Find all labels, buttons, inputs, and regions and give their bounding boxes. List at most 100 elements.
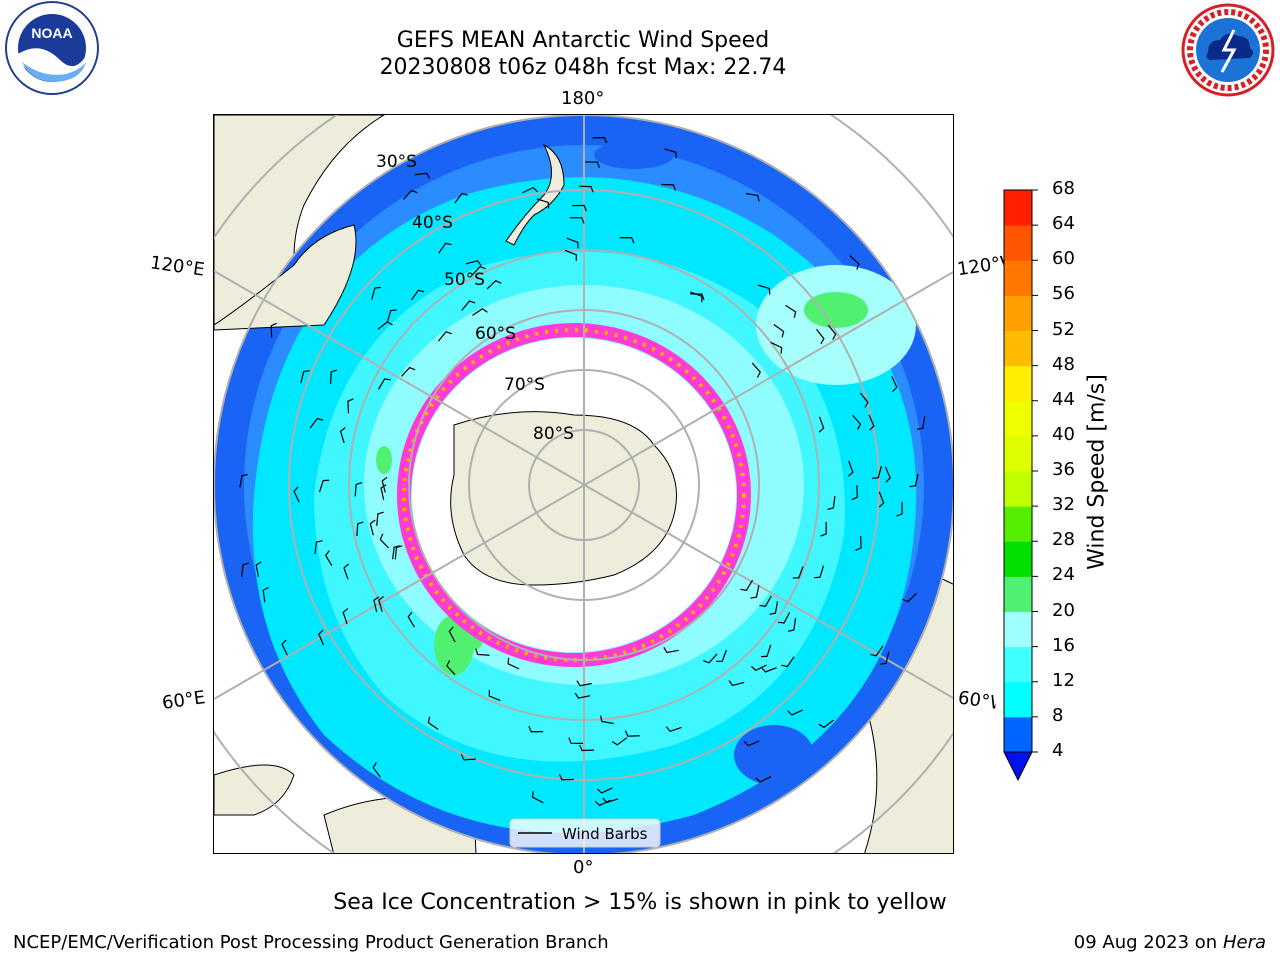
colorbar-tick-label: 4 <box>1052 740 1064 761</box>
wind-barb <box>379 533 390 549</box>
graticule <box>214 115 953 853</box>
noaa-logo: NOAA <box>5 1 99 95</box>
wind-barb <box>356 521 364 536</box>
wind-barb <box>690 291 703 303</box>
wind-barb <box>371 286 381 300</box>
lat-label-30s: 30°S <box>376 152 417 172</box>
wind-barb <box>239 473 248 488</box>
colorbar-segment <box>1004 400 1032 437</box>
wind-barb <box>787 617 797 632</box>
wind-barb <box>373 596 380 613</box>
colorbar-tick-label: 60 <box>1052 248 1075 270</box>
wind-barb <box>255 561 262 577</box>
wind-barb <box>579 744 595 752</box>
wind-barb <box>522 186 539 194</box>
wind-barb <box>378 596 384 612</box>
wind-barb <box>461 300 476 311</box>
colorbar-segment <box>1004 365 1032 402</box>
wind-barb <box>318 479 330 493</box>
colorbar-segment <box>1004 646 1032 683</box>
lon-label-120e: 120°E <box>148 252 206 281</box>
wind-barb <box>293 486 300 503</box>
colorbar-segment <box>1004 681 1032 718</box>
credit-text: NCEP/EMC/Verification Post Processing Pr… <box>13 932 609 953</box>
colorbar-tick-label: 32 <box>1052 494 1075 516</box>
wind-barb <box>916 416 926 431</box>
wind-barb <box>757 284 771 295</box>
wind-barb <box>318 629 325 646</box>
wind-barb <box>592 137 608 144</box>
wind-barb <box>386 309 397 323</box>
wind-barb <box>751 362 761 378</box>
wind-barb <box>827 324 837 340</box>
wind-barb <box>392 545 401 560</box>
wind-barb <box>884 466 891 483</box>
polar-map: Wind Barbs <box>214 115 953 853</box>
wind-barb <box>300 370 310 384</box>
australia <box>214 224 357 331</box>
wind-barb <box>755 776 772 783</box>
lon-label-60w: 60°W <box>956 687 998 714</box>
wind-barb <box>665 726 682 733</box>
antarctica <box>450 411 677 586</box>
wind-barb <box>465 260 482 267</box>
wind-barb <box>324 550 333 566</box>
wind-barb <box>309 417 324 429</box>
wind-barb <box>619 237 635 244</box>
wind-barb <box>241 562 250 577</box>
wind-barb <box>454 192 468 204</box>
colorbar-segment <box>1004 611 1032 648</box>
wind-barb <box>848 460 854 477</box>
wind-barb <box>579 185 594 193</box>
wind-barb <box>785 304 797 318</box>
wind-barb <box>446 660 456 676</box>
wind-barb <box>716 649 728 662</box>
wind-barb <box>378 378 391 390</box>
wind-barb <box>602 797 619 804</box>
wind-barb <box>770 341 783 354</box>
wind-barbs <box>239 137 926 807</box>
colorbar-tick-label: 52 <box>1052 318 1075 340</box>
wind-barb <box>870 645 884 657</box>
lon-label-180: 180° <box>561 88 605 109</box>
wind-barb <box>769 601 779 615</box>
wind-barb <box>486 280 502 290</box>
wind-barb <box>777 612 791 624</box>
colorbar-segment <box>1004 190 1032 226</box>
wind-barb <box>403 189 418 200</box>
wind-barb <box>531 791 544 804</box>
wind-barb <box>401 366 416 377</box>
wind-barb <box>600 715 614 725</box>
wind-barb <box>342 608 349 624</box>
wind-barb <box>585 161 600 168</box>
wind-barb <box>448 626 456 643</box>
colorbar-segment <box>1004 506 1032 542</box>
wind-barb <box>818 416 825 433</box>
wind-barb <box>750 664 767 672</box>
colorbar <box>1003 189 1038 782</box>
wind-barb <box>414 172 431 179</box>
wind-barb <box>815 328 825 345</box>
wind-barb <box>773 324 785 338</box>
colorbar-segment <box>1004 541 1032 577</box>
wind-barb <box>472 308 488 316</box>
wind-barb <box>611 737 628 746</box>
colorbar-tick-label: 16 <box>1052 634 1075 656</box>
wind-barb <box>574 692 591 699</box>
colorbar-tick-label: 24 <box>1052 564 1075 586</box>
wind-barb <box>879 651 890 665</box>
colorbar-tick-label: 36 <box>1052 459 1075 480</box>
wind-barb <box>339 427 346 444</box>
machine-name: Hera <box>1222 932 1266 953</box>
sea-ice-caption: Sea Ice Concentration > 15% is shown in … <box>333 890 947 915</box>
wind-barb <box>369 519 376 536</box>
wind-barb <box>380 484 387 500</box>
wind-barb <box>438 242 452 254</box>
chart-title: GEFS MEAN Antarctic Wind Speed <box>396 28 770 53</box>
wind-barb <box>703 653 718 664</box>
wind-barb <box>818 719 834 729</box>
wind-barb <box>851 485 858 501</box>
wind-barb <box>262 586 269 603</box>
colorbar-segment <box>1004 225 1032 261</box>
colorbar-tick-label: 12 <box>1052 669 1075 691</box>
